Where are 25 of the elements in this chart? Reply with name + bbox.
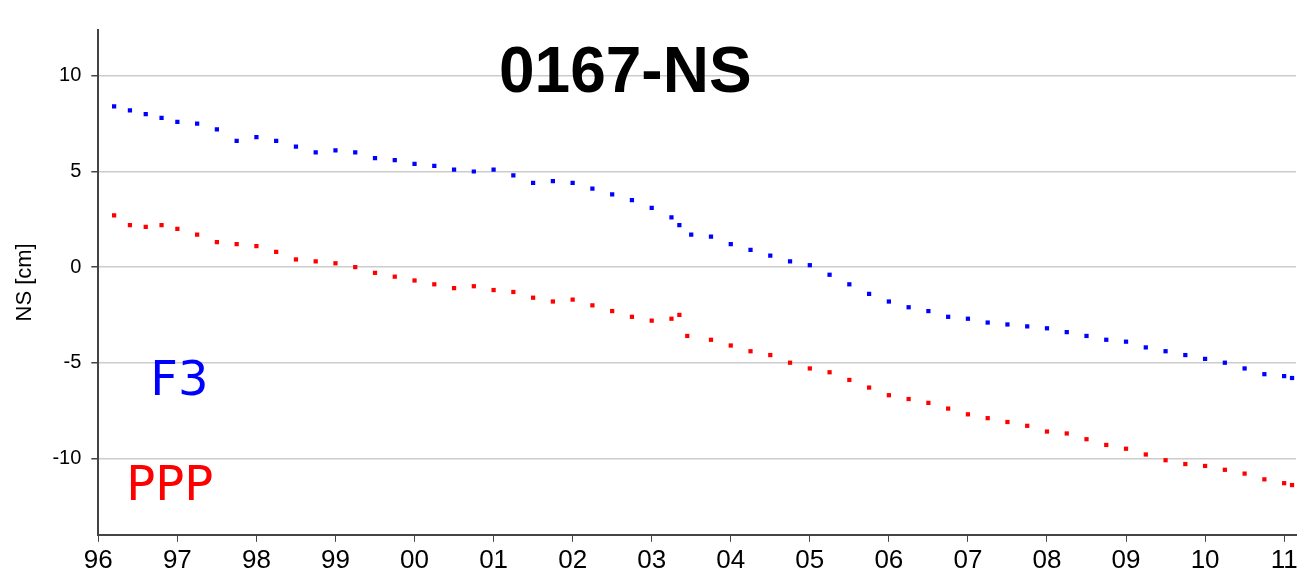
x-tick-label: 04 — [716, 543, 746, 574]
x-tick-label: 01 — [479, 543, 509, 574]
y-tick-label: 10 — [59, 63, 82, 86]
chart-title: 0167-NS — [498, 33, 752, 106]
x-tick-label: 07 — [953, 543, 983, 574]
x-tick-label: 08 — [1032, 543, 1062, 574]
text: PPP — [126, 455, 214, 511]
x-tick-label: 09 — [1111, 543, 1141, 574]
y-tick-label: 0 — [70, 254, 82, 277]
x-tick-label: 98 — [241, 543, 271, 574]
x-tick-label: 96 — [83, 543, 113, 574]
x-tick-label: 97 — [162, 543, 192, 574]
y-tick-label: -5 — [63, 350, 82, 373]
text: F3 — [150, 350, 209, 406]
x-tick-label: 99 — [321, 543, 350, 574]
x-tick-label: 10 — [1190, 543, 1220, 574]
y-tick-label: 5 — [70, 159, 82, 182]
x-tick-label: 03 — [637, 543, 667, 574]
y-axis-title: NS [cm] — [11, 243, 37, 322]
x-tick-label: 05 — [795, 543, 825, 574]
y-tick-label: -10 — [52, 445, 82, 468]
x-tick-label: 00 — [400, 543, 429, 574]
x-tick-label: 02 — [558, 543, 588, 574]
x-tick-label: 11 — [1270, 543, 1298, 574]
x-tick-label: 06 — [874, 543, 904, 574]
